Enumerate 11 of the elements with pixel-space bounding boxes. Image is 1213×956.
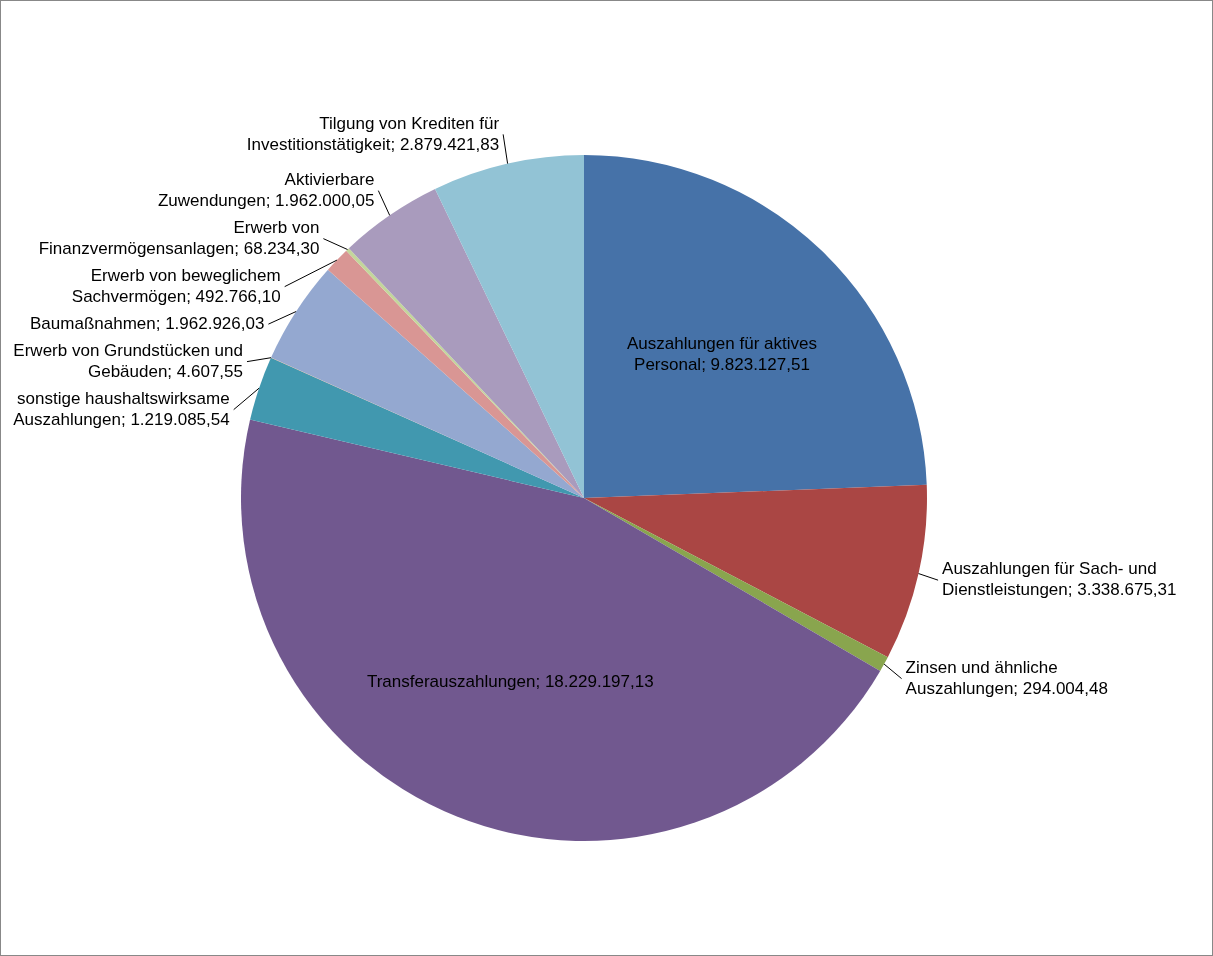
slice-label: Transferauszahlungen; 18.229.197,13 [366,672,654,692]
slice-label: Erwerb von beweglichem Sachvermögen; 492.766,10 [71,265,281,306]
slice-label: Auszahlungen für aktives Personal; 9.823.127,51 [626,333,817,374]
slice-label: Tilgung von Krediten für Investitionstätigkeit; 2.879.421,83 [246,113,500,154]
slice-label: Zinsen und ähnliche Auszahlungen; 294.004,48 [905,657,1108,698]
slice-label: Auszahlungen für Sach- und Dienstleistungen; 3.338.675,31 [942,559,1177,600]
slice-label: Erwerb von Finanzvermögensanlagen; 68.234,30 [38,217,320,258]
slice-label: sonstige haushaltswirksame Auszahlungen; 1.219.085,54 [13,388,230,429]
slice-label: Erwerb von Grundstücken und Gebäuden; 4.607,55 [13,340,243,381]
slice-label: Aktivierbare Zuwendungen; 1.962.000,05 [157,169,375,210]
slice-label: Baumaßnahmen; 1.962.926,03 [30,313,265,333]
